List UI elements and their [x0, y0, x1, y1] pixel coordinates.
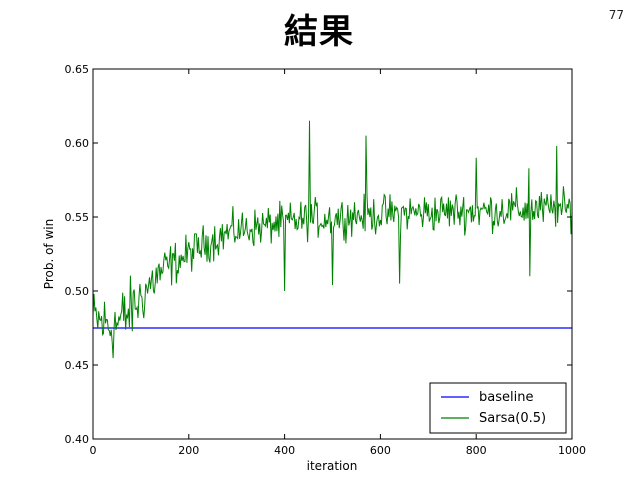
x-tick-label: 400 [274, 444, 295, 457]
y-tick-label: 0.60 [65, 137, 90, 150]
y-tick-label: 0.65 [65, 63, 90, 76]
y-tick-label: 0.45 [65, 359, 90, 372]
x-tick-label: 1000 [558, 444, 586, 457]
legend-label-baseline: baseline [479, 390, 533, 405]
x-tick-label: 200 [178, 444, 199, 457]
series-line-sarsa [92, 120, 573, 359]
x-axis-label: iteration [307, 459, 358, 473]
y-axis-label: Prob. of win [42, 219, 56, 289]
legend-box [429, 382, 567, 434]
legend-label-sarsa: Sarsa(0.5) [479, 411, 546, 426]
y-tick-label: 0.40 [65, 433, 90, 446]
x-tick-label: 600 [370, 444, 391, 457]
slide-title: 結果 [284, 12, 354, 52]
y-tick-label: 0.50 [65, 285, 90, 298]
page-number: 77 [608, 8, 624, 22]
y-tick-label: 0.55 [65, 211, 90, 224]
x-tick-label: 0 [90, 444, 97, 457]
legend: baseline Sarsa(0.5) [429, 382, 567, 434]
x-tick-label: 800 [466, 444, 487, 457]
plot-frame [92, 68, 573, 440]
